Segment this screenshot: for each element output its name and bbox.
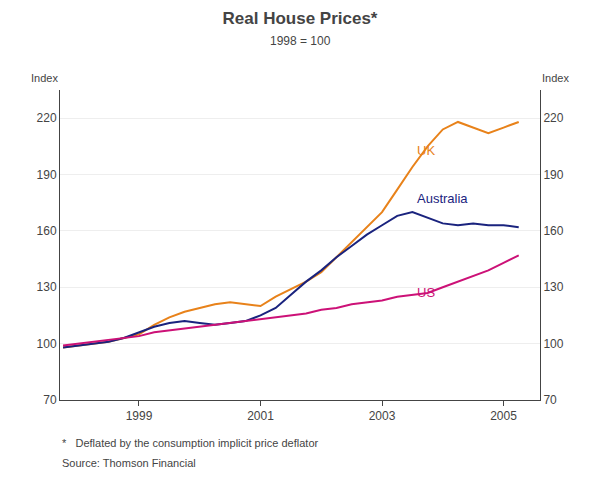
- svg-text:70: 70: [543, 393, 557, 407]
- svg-text:2003: 2003: [369, 409, 396, 423]
- svg-text:160: 160: [37, 224, 57, 238]
- svg-text:100: 100: [37, 337, 57, 351]
- svg-text:UK: UK: [417, 143, 435, 158]
- svg-text:160: 160: [543, 224, 563, 238]
- svg-text:2005: 2005: [490, 409, 517, 423]
- svg-text:* Deflated by the consumptio: * Deflated by the consumption implicit p…: [62, 437, 319, 449]
- svg-text:70: 70: [43, 393, 57, 407]
- svg-text:US: US: [417, 285, 435, 300]
- svg-text:220: 220: [543, 111, 563, 125]
- svg-text:Australia: Australia: [417, 191, 468, 206]
- svg-text:190: 190: [543, 168, 563, 182]
- svg-text:220: 220: [37, 111, 57, 125]
- svg-text:Index: Index: [542, 72, 569, 84]
- svg-text:130: 130: [37, 280, 57, 294]
- svg-text:190: 190: [37, 168, 57, 182]
- svg-text:Source: Thomson Financial: Source: Thomson Financial: [62, 457, 196, 469]
- svg-text:Index: Index: [31, 72, 58, 84]
- svg-text:2001: 2001: [247, 409, 274, 423]
- svg-text:1999: 1999: [126, 409, 153, 423]
- svg-text:Real House Prices*: Real House Prices*: [223, 9, 378, 28]
- svg-text:1998 = 100: 1998 = 100: [270, 34, 331, 48]
- svg-text:100: 100: [543, 337, 563, 351]
- svg-text:130: 130: [543, 280, 563, 294]
